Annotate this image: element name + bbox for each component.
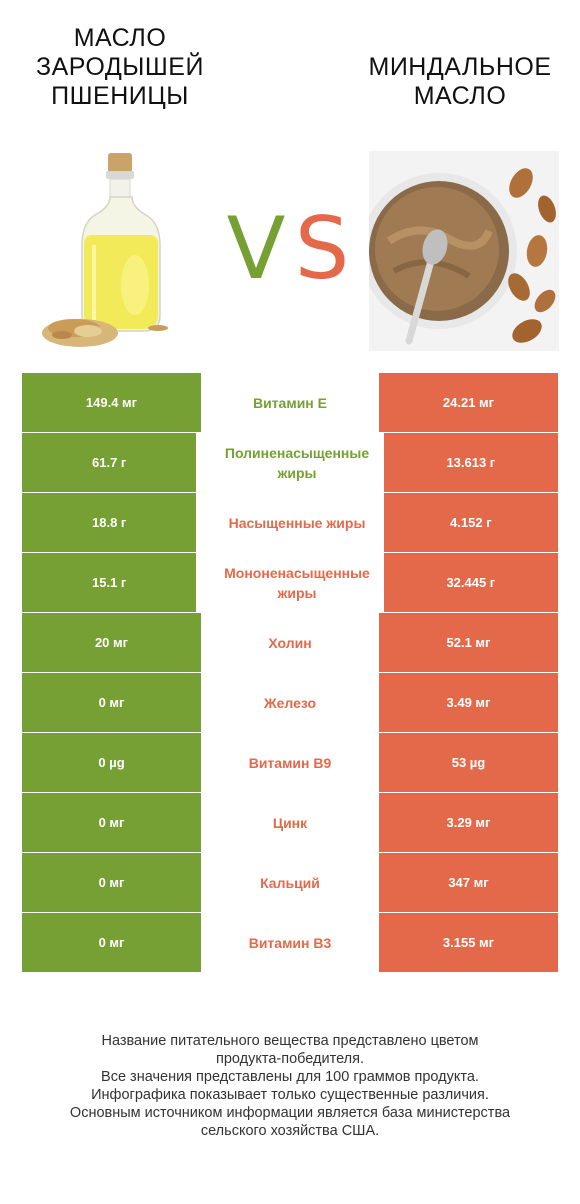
right-value: 3.29 мг — [379, 793, 558, 853]
nutrient-name: Цинк — [201, 793, 379, 853]
nutrient-name: Полиненасыщенные жиры — [196, 433, 384, 493]
left-value: 0 µg — [22, 733, 201, 793]
left-value: 0 мг — [22, 673, 201, 733]
table-row: 18.8 г Насыщенные жиры 4.152 г — [22, 493, 558, 553]
table-row: 0 мг Витамин B3 3.155 мг — [22, 913, 558, 973]
svg-text:S: S — [295, 199, 350, 299]
left-value: 0 мг — [22, 793, 201, 853]
nutrient-name: Насыщенные жиры — [196, 493, 384, 553]
nutrient-name: Мононенасыщенные жиры — [196, 553, 384, 613]
table-row: 0 мг Кальций 347 мг — [22, 853, 558, 913]
right-value: 347 мг — [379, 853, 558, 913]
nutrient-name: Кальций — [201, 853, 379, 913]
footer-line: Основным источником информации является … — [69, 1105, 511, 1121]
wheat-germ-oil-image — [42, 153, 168, 347]
right-value: 13.613 г — [383, 433, 558, 493]
right-value: 24.21 мг — [379, 373, 558, 433]
left-value: 0 мг — [22, 913, 201, 973]
nutrient-name: Холин — [201, 613, 379, 673]
left-value: 149.4 мг — [22, 373, 201, 433]
table-row: 0 мг Железо 3.49 мг — [22, 673, 558, 733]
nutrient-name: Витамин B3 — [201, 913, 379, 973]
right-value: 32.445 г — [383, 553, 558, 613]
table-row: 61.7 г Полиненасыщенные жиры 13.613 г — [22, 433, 558, 493]
table-row: 149.4 мг Витамин E 24.21 мг — [22, 373, 558, 433]
left-value: 0 мг — [22, 853, 201, 913]
table-row: 15.1 г Мононенасыщенные жиры 32.445 г — [22, 553, 558, 613]
svg-text:V: V — [227, 199, 286, 299]
right-product-title: МИНДАЛЬНОЕ МАСЛО — [368, 53, 552, 110]
comparison-table: 149.4 мг Витамин E 24.21 мг 61.7 г Полиненас… — [22, 373, 558, 973]
footer-line: сельского хозяйства США. — [200, 1123, 380, 1139]
vs-logo: V S — [227, 199, 350, 299]
left-product-title: МАСЛО ЗАРОДЫШЕЙ ПШЕНИЦЫ — [36, 24, 204, 110]
right-value: 52.1 мг — [379, 613, 558, 673]
right-value: 3.49 мг — [379, 673, 558, 733]
table-row: 0 µg Витамин B9 53 µg — [22, 733, 558, 793]
nutrient-name: Витамин B9 — [201, 733, 379, 793]
left-value: 61.7 г — [22, 433, 197, 493]
nutrient-name: Железо — [201, 673, 379, 733]
right-value: 3.155 мг — [379, 913, 558, 973]
left-value: 18.8 г — [22, 493, 197, 553]
table-row: 0 мг Цинк 3.29 мг — [22, 793, 558, 853]
left-value: 15.1 г — [22, 553, 197, 613]
table-row: 20 мг Холин 52.1 мг — [22, 613, 558, 673]
footer-line: Название питательного вещества представл… — [101, 1033, 479, 1049]
almond-butter-image — [369, 151, 559, 351]
footer-line: продукта-победителя. — [215, 1051, 365, 1067]
footer-notes: Название питательного вещества представл… — [20, 1032, 560, 1140]
footer-line: Инфографика показывает только существенн… — [91, 1087, 489, 1103]
right-value: 4.152 г — [383, 493, 558, 553]
footer-line: Все значения представлены для 100 граммо… — [101, 1069, 479, 1085]
left-value: 20 мг — [22, 613, 201, 673]
right-value: 53 µg — [379, 733, 558, 793]
nutrient-name: Витамин E — [201, 373, 379, 433]
